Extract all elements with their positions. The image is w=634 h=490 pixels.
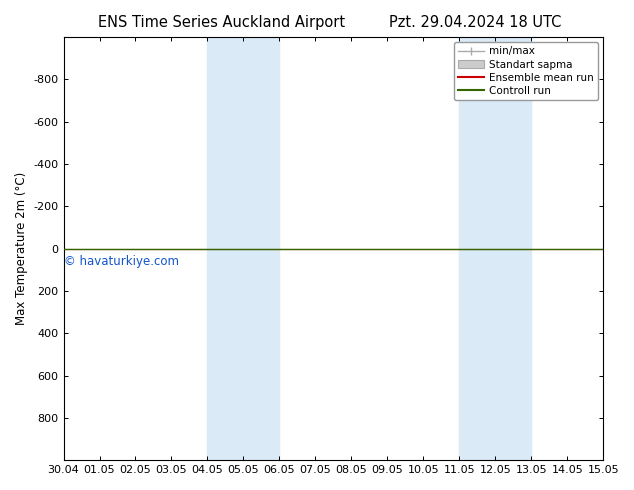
Text: Pzt. 29.04.2024 18 UTC: Pzt. 29.04.2024 18 UTC	[389, 15, 562, 30]
Y-axis label: Max Temperature 2m (°C): Max Temperature 2m (°C)	[15, 172, 28, 325]
Bar	[459, 37, 531, 460]
Bar	[207, 37, 280, 460]
Text: ENS Time Series Auckland Airport: ENS Time Series Auckland Airport	[98, 15, 346, 30]
Text: © havaturkiye.com: © havaturkiye.com	[64, 255, 179, 268]
Legend: min/max, Standart sapma, Ensemble mean run, Controll run: min/max, Standart sapma, Ensemble mean r…	[454, 42, 598, 100]
